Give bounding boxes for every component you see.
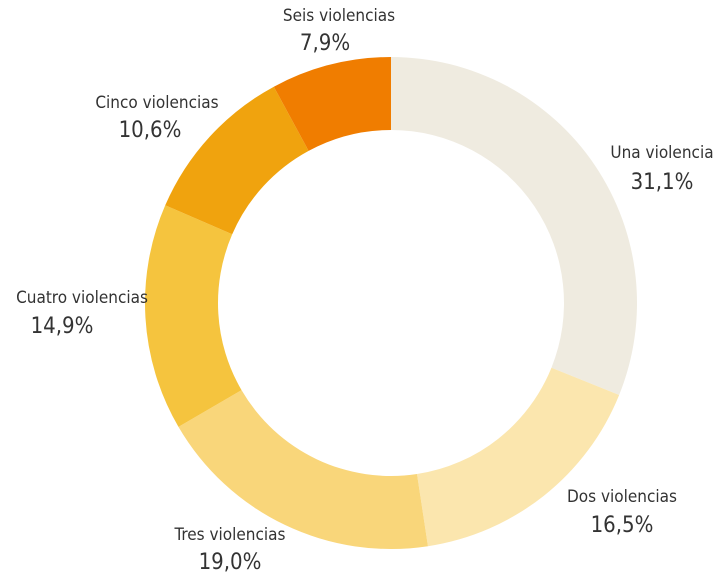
segment-value: 16,5% [591, 513, 654, 538]
segment-label: Dos violencias [567, 487, 677, 507]
segment-value: 14,9% [31, 314, 94, 339]
segment-label: Una violencia [610, 143, 713, 163]
segment-label: Cuatro violencias [16, 288, 148, 308]
donut-segment [391, 57, 637, 395]
donut-segment [165, 86, 309, 235]
donut-segment [273, 57, 391, 151]
segment-label: Tres violencias [174, 525, 286, 545]
segment-value: 7,9% [300, 31, 350, 56]
segment-value: 19,0% [199, 550, 262, 575]
donut-segment [178, 390, 428, 549]
segment-value: 10,6% [119, 118, 182, 143]
segment-value: 31,1% [631, 170, 694, 195]
segment-label: Cinco violencias [95, 93, 218, 113]
segment-label: Seis violencias [283, 6, 395, 26]
donut-segment [416, 367, 620, 547]
donut-segment [144, 205, 242, 427]
